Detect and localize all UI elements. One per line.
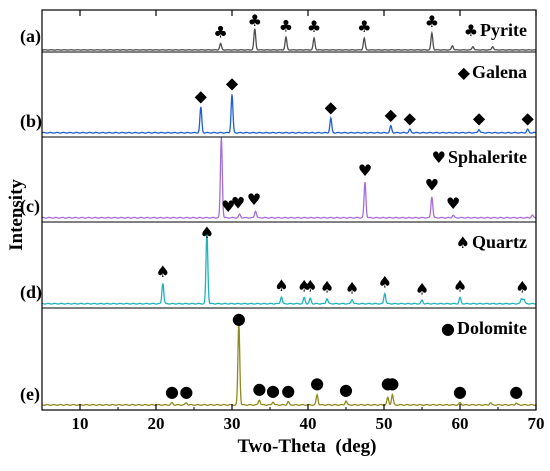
peak-marker: ● <box>232 309 246 328</box>
panel-d: ♠♠♠ ♠♠ ♠ ♠ ♠ ♠ ♠ ♠(d)Quartz♠ <box>20 221 537 305</box>
peak-marker: ● <box>509 382 523 401</box>
peak-marker: ♥ <box>358 161 372 180</box>
peak-marker: ♣ <box>248 11 262 30</box>
peak-marker: ♥ <box>425 176 439 195</box>
x-tick-label: 50 <box>376 414 393 433</box>
axes-layer: 10 20 30 40 50 60 70 <box>41 9 545 433</box>
peak-marker: ♣ <box>213 23 227 42</box>
legend-marker-a: ♣ <box>464 21 478 40</box>
plot-frame <box>41 9 537 411</box>
peak-marker: ● <box>252 379 266 398</box>
panel-b: ◆◆◆ ◆ ◆ ◆ ◆(b)Galena◆ <box>20 51 537 134</box>
legend-label-c: Sphalerite <box>448 147 527 167</box>
x-tick-label: 60 <box>452 414 469 433</box>
peak-marker: ♥ <box>221 197 235 216</box>
peak-marker: ● <box>385 374 399 393</box>
panel-label-b: (b) <box>20 111 42 132</box>
panel-a: ♣♣ ♣ ♣ ♣ ♣(a) Pyrite♣ <box>20 11 537 51</box>
peak-marker: ◆ <box>521 108 534 127</box>
peak-marker: ♠ <box>303 277 317 296</box>
legend-marker-e: ● <box>441 319 455 338</box>
x-tick-label: 20 <box>148 414 165 433</box>
peak-marker: ♣ <box>307 17 321 36</box>
x-tick-label: 40 <box>300 414 317 433</box>
panel-label-c: (c) <box>20 196 40 217</box>
peak-marker: ● <box>453 382 467 401</box>
peak-marker: ◆ <box>325 97 338 116</box>
series-line-c <box>41 137 537 219</box>
peak-marker: ● <box>179 382 193 401</box>
peak-marker: ● <box>165 382 179 401</box>
peak-marker: ♥ <box>231 193 245 212</box>
peak-marker: ● <box>281 381 295 400</box>
panel-label-e: (e) <box>20 384 40 405</box>
peak-marker: ● <box>339 380 353 399</box>
legend-label-d: Quartz <box>472 232 527 252</box>
peak-marker: ◆ <box>473 108 486 127</box>
peak-marker: ♥ <box>446 194 460 213</box>
peak-marker: ◆ <box>404 108 417 127</box>
peak-marker: ♠ <box>274 276 288 295</box>
series-line-b <box>41 94 537 134</box>
x-tick-label: 70 <box>528 414 545 433</box>
series-line-e <box>41 323 537 406</box>
peak-marker: ◆ <box>226 74 239 93</box>
peak-marker: ● <box>266 381 280 400</box>
peak-marker: ● <box>381 374 395 393</box>
series-line-d <box>41 233 537 305</box>
panel-c: ♥♥ ♥♥♥♥(c)Sphalerite♥ <box>20 136 537 219</box>
legend-marker-b: ◆ <box>458 63 471 82</box>
peak-marker: ♣ <box>425 12 439 31</box>
peak-marker: ♠ <box>320 278 334 297</box>
legend-marker-d: ♠ <box>456 233 470 252</box>
peak-marker: ♥ <box>247 190 261 209</box>
series-line-a <box>41 28 537 51</box>
legend-marker-c: ♥ <box>432 148 446 167</box>
peak-marker: ◆ <box>195 86 208 105</box>
peak-marker: ♠ <box>515 278 529 297</box>
x-tick-label: 30 <box>224 414 241 433</box>
x-axis-title: Two-Theta (deg) <box>238 436 377 457</box>
x-tick-label: 10 <box>72 414 89 433</box>
peak-marker: ♠ <box>453 277 467 296</box>
peak-marker: ♣ <box>357 17 371 36</box>
peak-marker: ♠ <box>200 223 214 242</box>
legend-label-a: Pyrite <box>480 20 527 40</box>
peak-marker: ♠ <box>345 278 359 297</box>
panel-label-a: (a) <box>20 26 41 47</box>
peak-marker: ◆ <box>385 105 398 124</box>
panels-layer: ♣♣ ♣ ♣ ♣ ♣(a) Pyrite♣◆◆◆ ◆ ◆ ◆ ◆(b)Galena◆♥♥ ♥♥♥♥(… <box>20 11 537 406</box>
peak-marker: ● <box>310 374 324 393</box>
peak-marker: ♠ <box>378 272 392 291</box>
peak-marker: ♠ <box>156 262 170 281</box>
legend-label-e: Dolomite <box>457 318 527 338</box>
y-axis-title: Intensity <box>6 179 27 251</box>
panel-label-d: (d) <box>20 282 42 303</box>
legend-label-b: Galena <box>472 62 527 82</box>
peak-marker: ♠ <box>297 277 311 296</box>
panel-e: ● ●●● ● ● ● ● ●● ● ●(e)Dolomite● <box>20 307 537 406</box>
peak-marker: ♣ <box>279 16 293 35</box>
peak-marker: ♠ <box>415 279 429 298</box>
